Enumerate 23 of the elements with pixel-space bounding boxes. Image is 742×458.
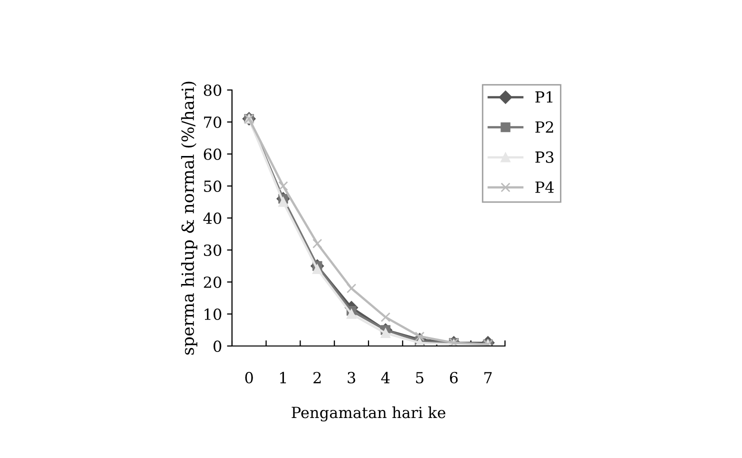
- y-tick-label: 30: [204, 244, 222, 256]
- legend-label: P1: [535, 91, 552, 103]
- y-tick-label: 60: [204, 148, 222, 160]
- y-tick-label: 40: [203, 212, 222, 224]
- y-tick-label: 50: [204, 180, 222, 192]
- x-tick-label: 0: [245, 372, 253, 384]
- y-tick-label: 10: [204, 308, 222, 320]
- y-tick-label: 70: [204, 116, 222, 128]
- x-tick-label: 7: [484, 372, 492, 384]
- y-tick-label: 20: [204, 276, 222, 288]
- y-tick-label: 0: [214, 340, 222, 352]
- x-tick-label: 3: [348, 372, 356, 384]
- x-axis-title: Pengamatan hari ke: [292, 406, 446, 422]
- legend-label: P4: [535, 181, 554, 193]
- x-tick-label: 4: [381, 372, 390, 384]
- legend-label: P2: [535, 121, 554, 133]
- x-tick-label: 6: [450, 372, 458, 384]
- y-axis-title: sperma hidup & normal (%/hari): [181, 82, 198, 355]
- x-tick-label: 1: [280, 372, 286, 384]
- x-tick-label: 5: [416, 372, 424, 384]
- legend-label: P3: [535, 151, 554, 163]
- x-tick-label: 2: [313, 372, 321, 384]
- y-tick-label: 80: [204, 84, 222, 96]
